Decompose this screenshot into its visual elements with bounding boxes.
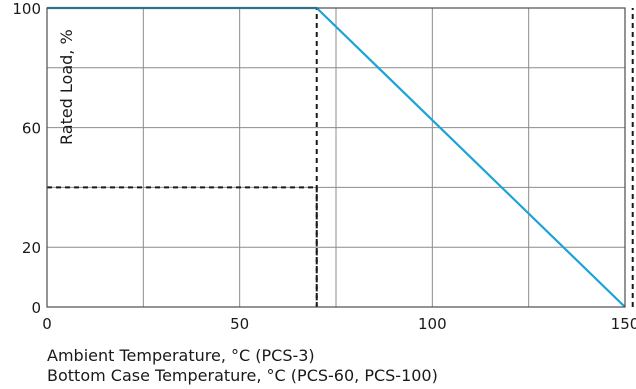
x-tick-label-1: 50	[230, 315, 249, 333]
x-axis-title-line-2: Bottom Case Temperature, °C (PCS-60, PCS…	[47, 366, 438, 385]
y-tick-label-3: 100	[12, 0, 41, 18]
x-tick-label-3: 150	[611, 315, 636, 333]
x-axis-title-line-1: Ambient Temperature, °C (PCS-3)	[47, 346, 315, 365]
x-tick-label-2: 100	[418, 315, 447, 333]
y-tick-label-1: 20	[22, 239, 41, 257]
y-axis-title: Rated Load, %	[57, 29, 76, 145]
tick-labels: 0 50 100 150 0 20 60 100	[12, 0, 636, 333]
grid	[46, 7, 626, 308]
plot-frame	[46, 7, 626, 308]
y-tick-label-0: 0	[31, 299, 41, 317]
y-tick-label-2: 60	[22, 120, 41, 138]
reference-lines	[47, 8, 634, 307]
x-tick-label-0: 0	[42, 315, 52, 333]
